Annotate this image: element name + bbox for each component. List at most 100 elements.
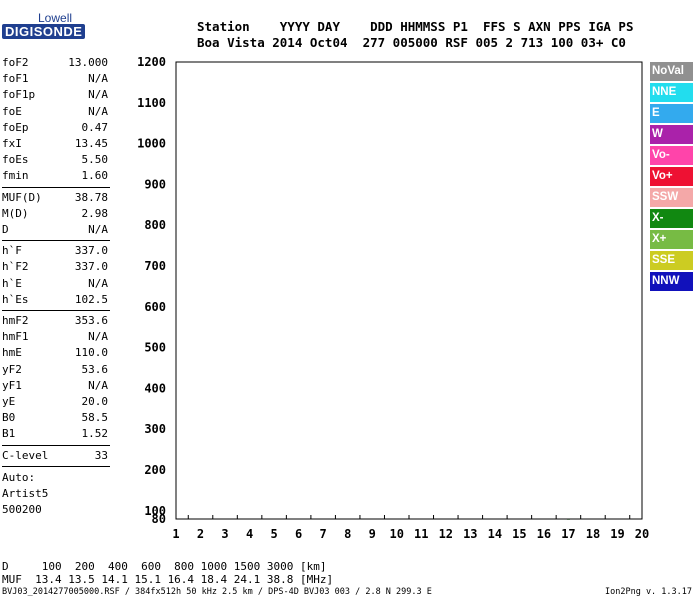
legend-item: X- xyxy=(650,209,693,228)
x-tick-label: 14 xyxy=(488,527,502,541)
x-tick-label: 9 xyxy=(369,527,376,541)
param-label: foEs xyxy=(2,153,29,167)
param-value: 33 xyxy=(94,448,108,462)
y-tick-label: 80 xyxy=(152,512,166,526)
param-value: 353.6 xyxy=(74,314,108,327)
x-tick-label: 10 xyxy=(390,527,404,541)
y-tick-label: 500 xyxy=(144,341,166,355)
param-label: fmin xyxy=(2,169,29,183)
param-label: B0 xyxy=(2,411,16,425)
x-tick-label: 1 xyxy=(172,527,179,541)
param-row: foF2 13.000 xyxy=(2,56,108,71)
x-tick-label: 6 xyxy=(295,527,302,541)
x-tick-label: 4 xyxy=(246,527,253,541)
param-value: 20.0 xyxy=(81,395,109,408)
parameter-panel: foF2 13.000 foF1 N/A foF1p N/A foE N/A foEp 0.47 f… xyxy=(2,56,110,526)
x-tick-label: 8 xyxy=(344,527,351,541)
x-tick-label: 11 xyxy=(414,527,428,541)
param-value: 337.0 xyxy=(74,260,108,274)
param-value: 337.0 xyxy=(74,244,108,258)
param-label: h`F2 xyxy=(2,260,29,274)
x-tick-label: 7 xyxy=(320,527,327,541)
param-row: h`E N/A xyxy=(2,277,108,292)
param-label: B1 xyxy=(2,427,16,441)
param-row: foEs 5.50 xyxy=(2,153,108,168)
param-row: fmin 1.60 xyxy=(2,169,108,184)
param-separator xyxy=(2,186,110,188)
header-line-2: Boa Vista 2014 Oct04 277 005000 RSF 005 … xyxy=(197,35,626,50)
footer-version: Ion2Png v. 1.3.17 xyxy=(605,587,692,597)
param-value: 1.52 xyxy=(81,427,109,441)
y-tick-label: 800 xyxy=(144,218,166,232)
x-tick-label: 18 xyxy=(586,527,600,541)
y-tick-label: 1100 xyxy=(137,96,166,110)
param-value: 1.60 xyxy=(81,169,109,183)
param-label: D xyxy=(2,223,9,236)
param-row: yE 20.0 xyxy=(2,395,108,410)
param-value: 102.5 xyxy=(74,292,108,306)
param-label: C-level xyxy=(2,448,49,462)
legend-item: NoVal xyxy=(650,62,693,81)
param-value: 58.5 xyxy=(81,411,109,425)
y-tick-label: 1200 xyxy=(137,55,166,69)
param-value: N/A xyxy=(88,276,108,290)
param-label: hmE xyxy=(2,346,22,360)
param-row: h`F2 337.0 xyxy=(2,260,108,275)
param-row: foF1p N/A xyxy=(2,88,108,103)
param-row: foF1 N/A xyxy=(2,72,108,87)
plot-frame xyxy=(175,61,643,520)
x-tick-label: 3 xyxy=(221,527,228,541)
auto-scaling-line3: 500200 xyxy=(2,503,42,517)
param-row: yF2 53.6 xyxy=(2,363,108,378)
x-tick-label: 17 xyxy=(561,527,575,541)
x-tick-label: 15 xyxy=(512,527,526,541)
param-row: fxI 13.45 xyxy=(2,137,108,152)
auto-scaling-line2: Artist5 xyxy=(2,487,49,500)
y-tick-label: 300 xyxy=(144,422,166,436)
param-value: 0.47 xyxy=(81,120,109,134)
param-label: h`E xyxy=(2,276,22,290)
muf-distance-row: D 100 200 400 600 800 1000 1500 3000 [km… xyxy=(2,560,327,573)
param-label: h`F xyxy=(2,244,22,258)
header-line-1: Station YYYY DAY DDD HHMMSS P1 FFS S AXN… xyxy=(197,19,634,34)
param-label: foE xyxy=(2,104,22,118)
param-value: N/A xyxy=(88,223,108,236)
param-label: foF2 xyxy=(2,56,29,69)
param-label: hmF2 xyxy=(2,314,29,327)
y-tick-label: 400 xyxy=(144,381,166,395)
x-tick-label: 5 xyxy=(270,527,277,541)
param-label: MUF(D) xyxy=(2,190,42,204)
x-tick-label: 2 xyxy=(197,527,204,541)
param-row: D N/A xyxy=(2,223,108,238)
y-tick-label: 600 xyxy=(144,300,166,314)
muf-value-row: MUF 13.4 13.5 14.1 15.1 16.4 18.4 24.1 3… xyxy=(2,573,334,586)
param-row: h`Es 102.5 xyxy=(2,293,108,308)
param-row: hmE 110.0 xyxy=(2,346,108,361)
legend-item: E xyxy=(650,104,693,123)
param-row: MUF(D) 38.78 xyxy=(2,191,108,206)
y-tick-label: 1000 xyxy=(137,137,166,151)
param-value: N/A xyxy=(88,104,108,118)
param-label: yF2 xyxy=(2,362,22,376)
param-value: 2.98 xyxy=(81,206,109,220)
param-value: 53.6 xyxy=(81,362,109,376)
param-value: 38.78 xyxy=(74,190,108,204)
legend-item: NNW xyxy=(650,272,693,291)
param-row: M(D) 2.98 xyxy=(2,207,108,222)
y-tick-label: 900 xyxy=(144,177,166,191)
logo-top-text: Lowell xyxy=(38,11,73,25)
y-tick-label: 700 xyxy=(144,259,166,273)
param-row: hmF2 353.6 xyxy=(2,314,108,329)
param-row: foEp 0.47 xyxy=(2,121,108,136)
param-label: foF1 xyxy=(2,72,29,86)
param-label: yE xyxy=(2,395,16,408)
param-row: h`F 337.0 xyxy=(2,244,108,259)
param-value: 110.0 xyxy=(74,346,108,360)
param-label: M(D) xyxy=(2,206,29,220)
y-tick-label: 100 xyxy=(144,504,166,518)
param-label: fxI xyxy=(2,137,22,150)
x-tick-label: 20 xyxy=(635,527,649,541)
param-value: 13.45 xyxy=(74,137,108,150)
footer-file-info: BVJ03_2014277005000.RSF / 384fx512h 50 k… xyxy=(2,587,432,597)
